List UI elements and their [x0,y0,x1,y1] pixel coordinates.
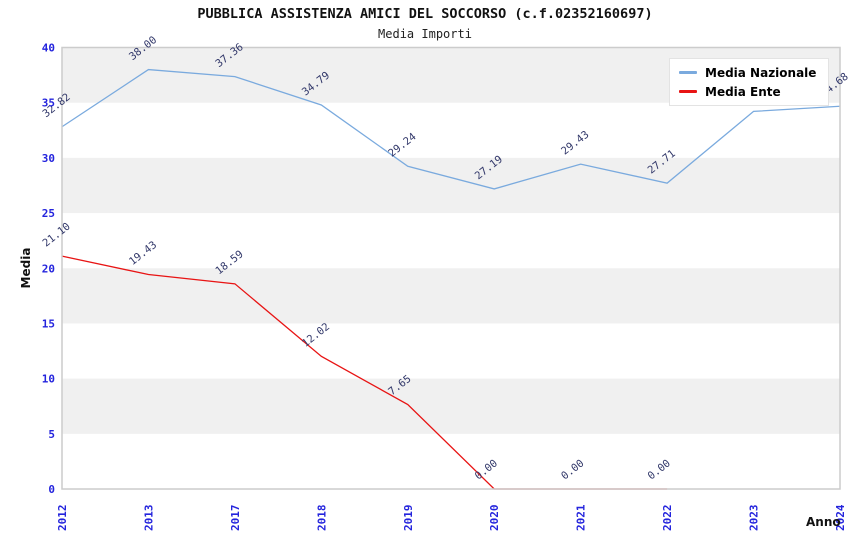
y-tick-label: 0 [48,483,55,496]
legend-marker-media-ente [679,90,697,93]
series-line-media-nazionale [61,68,841,190]
legend-item-media-nazionale: Media Nazionale [679,63,816,82]
x-tick-label: 2021 [575,504,588,531]
data-label-media-ente: 12.02 [300,321,332,350]
data-label-media-ente: 19.43 [127,239,159,268]
y-tick-label: 5 [48,428,55,441]
legend-item-media-ente: Media Ente [679,82,816,101]
y-tick-label: 25 [42,207,55,220]
data-label-media-nazionale: 29.24 [386,131,418,160]
x-tick-label: 2023 [748,505,761,532]
x-tick-label: 2013 [142,505,155,532]
grid-band [62,157,840,214]
data-label-media-ente: 21.10 [40,221,72,250]
y-tick-label: 30 [42,152,55,165]
x-tick-label: 2024 [834,504,847,531]
x-axis-label: Anno [806,515,841,529]
data-label-media-ente: 0.00 [473,457,500,482]
legend-label-media-ente: Media Ente [705,84,781,99]
x-tick-label: 2022 [661,505,674,532]
y-axis-label: Media [19,248,33,289]
y-tick-label: 10 [42,373,55,386]
x-tick-label: 2018 [315,505,328,532]
y-tick-label: 15 [42,317,55,330]
data-label-media-ente: 0.00 [646,457,673,482]
x-tick-label: 2019 [402,505,415,532]
chart-title: PUBBLICA ASSISTENZA AMICI DEL SOCCORSO (… [197,6,653,22]
data-label-media-nazionale: 29.43 [559,129,591,158]
y-tick-label: 40 [42,42,55,55]
plot-frame [61,46,841,490]
legend-label-media-nazionale: Media Nazionale [705,65,817,80]
x-tick-label: 2012 [56,505,69,532]
grid-band [62,268,840,324]
legend-box: Media Nazionale Media Ente [669,58,830,106]
legend-marker-media-nazionale [679,71,697,74]
chart-subtitle: Media Importi [378,27,472,41]
data-label-media-ente: 0.00 [559,457,586,482]
x-tick-label: 2017 [229,505,242,532]
x-tick-label: 2020 [488,505,501,532]
grid-band [62,378,840,434]
y-tick-label: 20 [42,262,55,275]
y-tick-label: 35 [42,97,55,110]
